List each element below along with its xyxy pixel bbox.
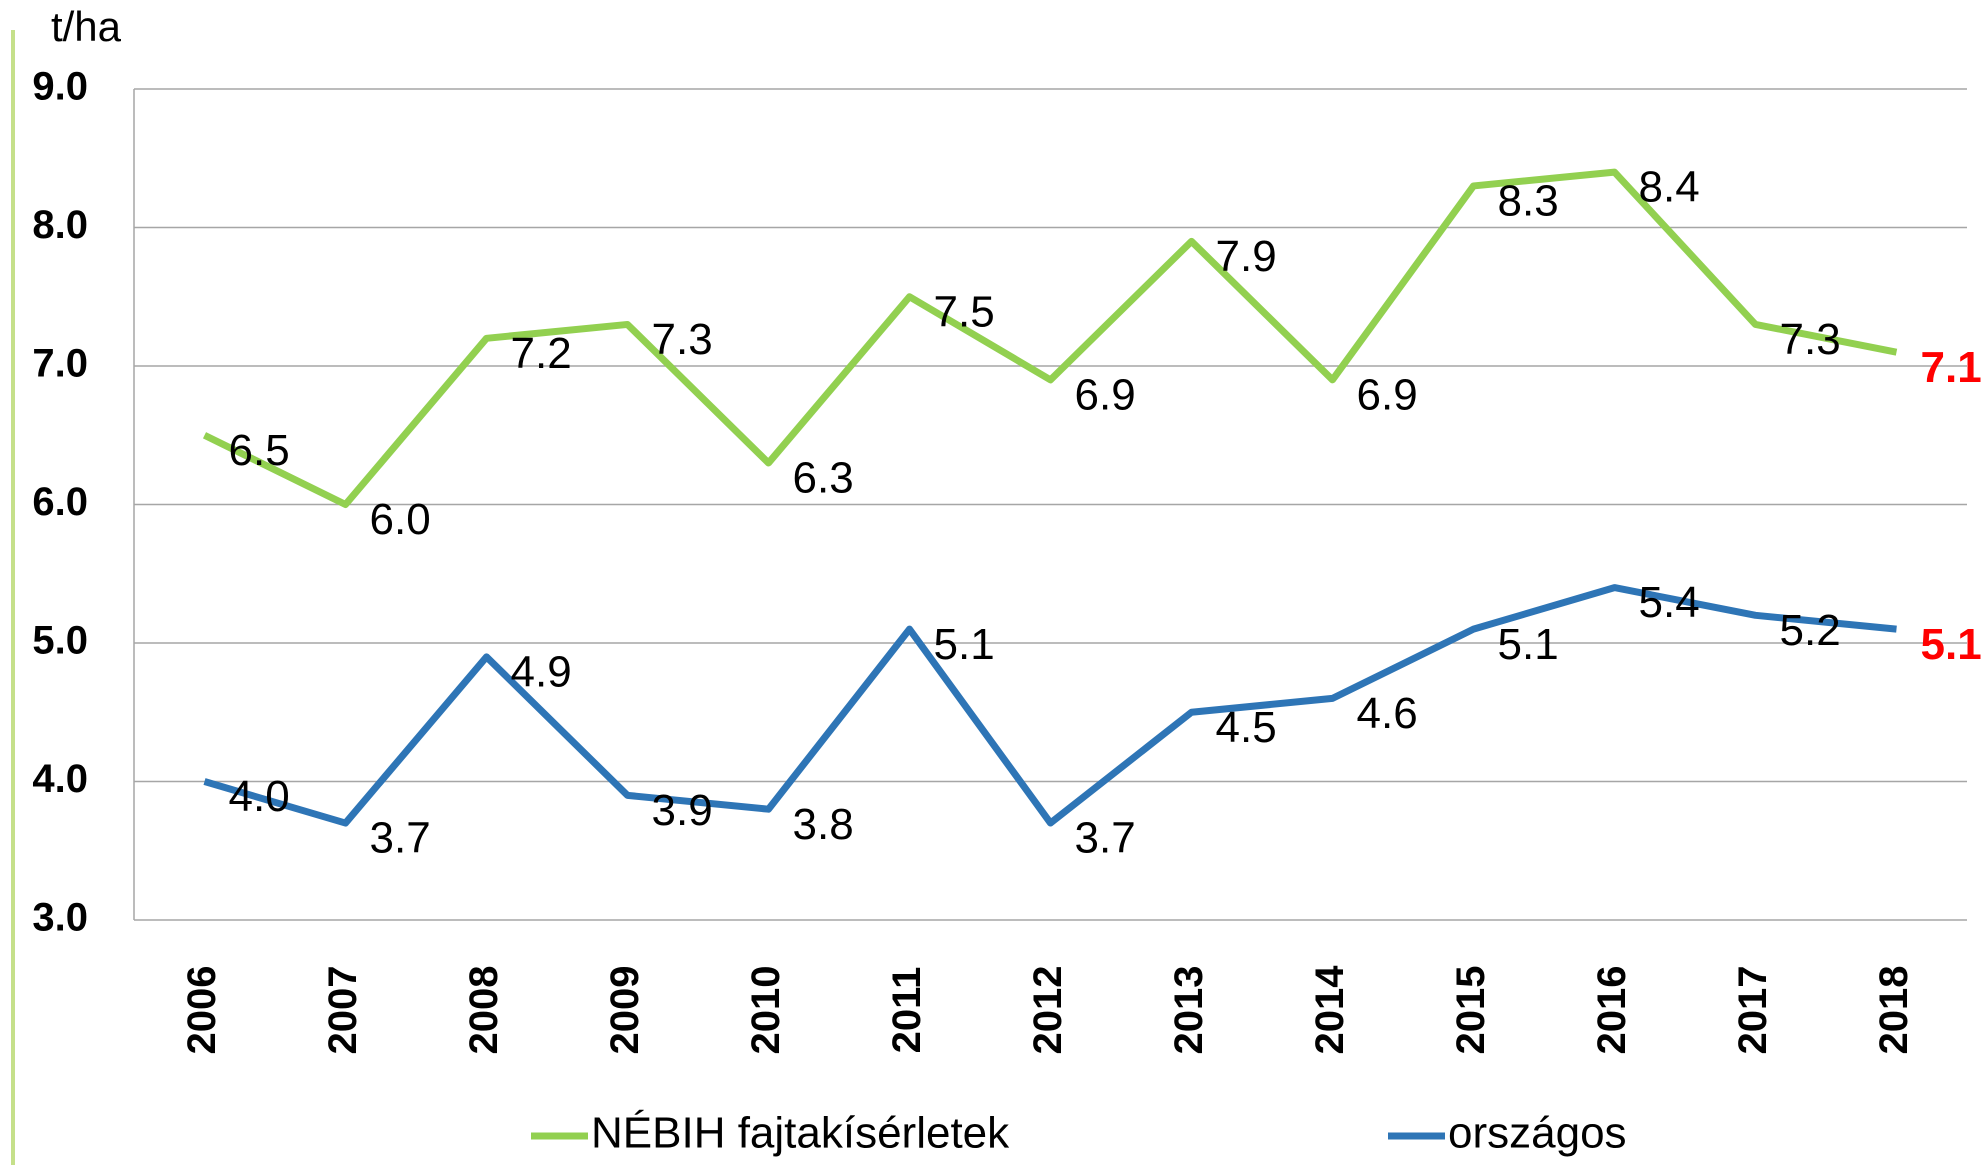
data-label: 4.9 [511, 647, 572, 696]
x-tick-label: 2011 [885, 967, 929, 1054]
data-label: 6.9 [1357, 370, 1418, 419]
x-tick-label: 2017 [1731, 966, 1775, 1055]
data-label: 8.4 [1639, 163, 1700, 212]
y-tick-label: 8.0 [32, 203, 88, 247]
data-label: 4.6 [1357, 689, 1418, 738]
x-tick-label: 2013 [1167, 966, 1211, 1055]
data-label: 3.9 [652, 786, 713, 835]
data-label: 5.2 [1780, 606, 1841, 655]
data-label: 7.9 [1216, 232, 1277, 281]
data-label: 7.2 [511, 329, 572, 378]
y-tick-label: 9.0 [32, 65, 88, 109]
data-label: 6.3 [793, 454, 854, 503]
x-tick-label: 2018 [1872, 966, 1916, 1055]
y-tick-label: 3.0 [32, 896, 88, 940]
x-tick-label: 2006 [180, 966, 224, 1055]
data-label: 5.1 [934, 620, 995, 669]
x-tick-label: 2015 [1449, 966, 1493, 1055]
data-label: 6.0 [370, 495, 431, 544]
data-label: 8.3 [1498, 177, 1559, 226]
series-line [202, 168, 1898, 508]
data-label: 7.5 [934, 287, 995, 336]
data-label: 4.0 [229, 772, 290, 821]
y-tick-label: 7.0 [32, 342, 88, 386]
data-label: 7.3 [652, 315, 713, 364]
y-tick-label: 5.0 [32, 619, 88, 663]
x-tick-label: 2010 [744, 966, 788, 1055]
y-axis-label: t/ha [51, 3, 122, 50]
legend-label: NÉBIH fajtakísérletek [591, 1109, 1010, 1158]
data-label: 5.4 [1639, 578, 1700, 627]
legend-label: országos [1448, 1109, 1627, 1158]
data-label: 6.9 [1075, 370, 1136, 419]
data-label: 5.1 [1498, 620, 1559, 669]
data-label: 7.1 [1921, 343, 1982, 392]
data-label: 6.5 [229, 426, 290, 475]
data-label: 3.7 [370, 814, 431, 863]
x-tick-label: 2012 [1026, 966, 1070, 1055]
data-label: 7.3 [1780, 315, 1841, 364]
data-label: 5.1 [1921, 620, 1982, 669]
x-tick-label: 2008 [462, 966, 506, 1055]
data-label: 3.7 [1075, 814, 1136, 863]
y-tick-label: 6.0 [32, 480, 88, 524]
x-tick-label: 2007 [321, 966, 365, 1055]
x-tick-label: 2016 [1590, 966, 1634, 1055]
y-tick-label: 4.0 [32, 757, 88, 801]
x-tick-label: 2014 [1308, 965, 1352, 1055]
data-label: 4.5 [1216, 703, 1277, 752]
data-label: 3.8 [793, 800, 854, 849]
series-line [203, 584, 1897, 827]
x-tick-label: 2009 [603, 966, 647, 1055]
